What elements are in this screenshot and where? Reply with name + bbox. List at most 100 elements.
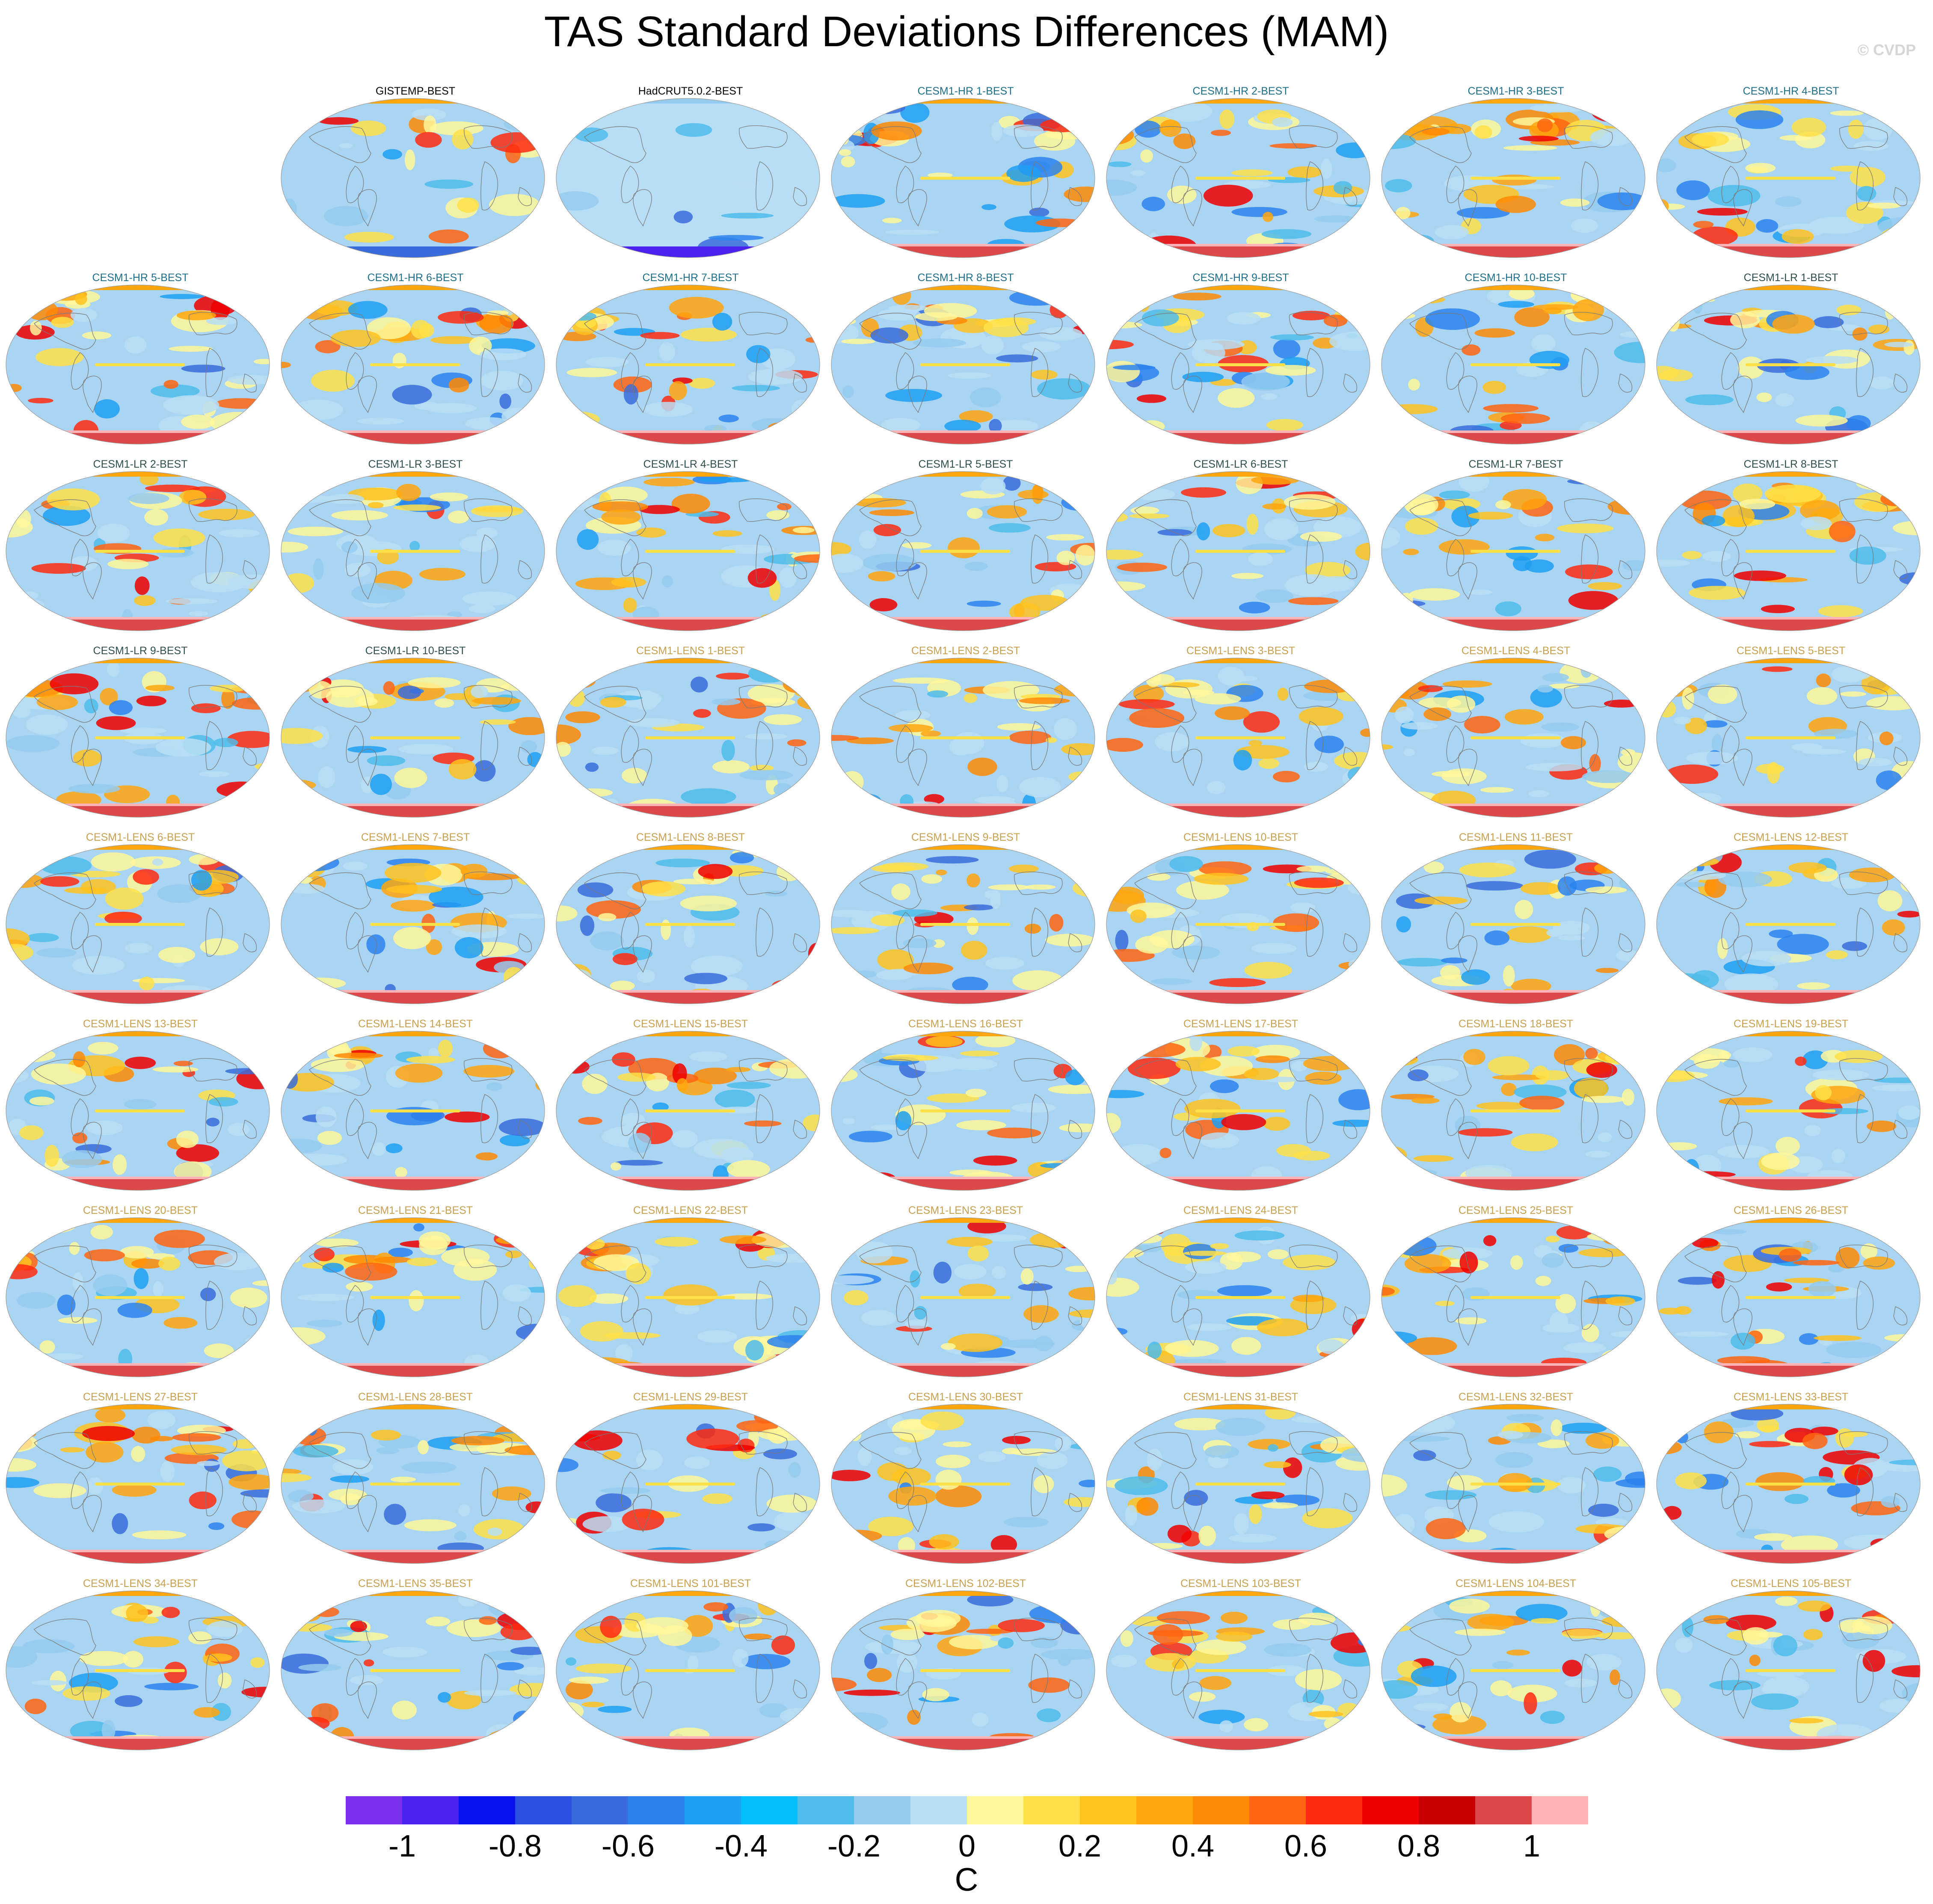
anomaly-patch	[1756, 392, 1772, 402]
anomaly-patch	[600, 697, 626, 708]
anomaly-patch	[188, 611, 208, 617]
colorbar-swatch	[1193, 1796, 1250, 1824]
coastline	[1031, 1467, 1048, 1516]
coastline	[908, 189, 927, 227]
map-panel: CESM1-LENS 35-BEST	[280, 1577, 551, 1757]
coastline	[756, 1094, 773, 1143]
anomaly-patch	[1426, 1518, 1466, 1539]
coastline	[518, 187, 532, 206]
coastline	[34, 686, 96, 723]
anomaly-patch	[510, 1683, 545, 1697]
anomaly-patch	[1041, 666, 1057, 673]
anomaly-patch	[62, 1150, 102, 1168]
anomaly-patch	[311, 1057, 365, 1072]
coastline	[189, 498, 237, 522]
anomaly-patch	[882, 217, 902, 223]
anomaly-patch	[1072, 678, 1087, 690]
coastline	[1618, 187, 1632, 206]
anomaly-patch	[204, 1343, 234, 1358]
map-panel: CESM1-LENS 27-BEST	[5, 1391, 276, 1570]
anomaly-patch	[1129, 708, 1184, 728]
coastline	[1564, 685, 1613, 709]
anomaly-patch	[623, 384, 638, 405]
anomaly-patch	[57, 1294, 76, 1315]
anomaly-patch	[324, 1628, 353, 1637]
anomaly-patch	[1830, 110, 1864, 116]
anomaly-patch	[568, 671, 588, 689]
anomaly-patch	[145, 484, 200, 492]
anomaly-patch	[708, 235, 764, 241]
anomaly-patch	[779, 567, 797, 588]
anomaly-patch	[1503, 965, 1515, 987]
map-background	[556, 98, 820, 258]
map-outline	[6, 1031, 270, 1191]
anomaly-patch	[1308, 1711, 1343, 1717]
coastline	[1856, 1467, 1874, 1516]
anomaly-patch	[1849, 867, 1896, 882]
anomaly-patch	[1717, 1145, 1770, 1159]
anomaly-patch	[1519, 1095, 1565, 1110]
anomaly-patch	[327, 1044, 352, 1061]
coastline	[83, 1122, 102, 1160]
anomaly-patch	[831, 1720, 868, 1741]
anomaly-patch	[1382, 1362, 1415, 1374]
anomaly-patch	[964, 693, 977, 703]
map-outline	[1381, 1590, 1645, 1750]
map-outline	[281, 1217, 545, 1377]
anomaly-patch	[1127, 1058, 1181, 1079]
anomaly-patch	[1828, 1264, 1844, 1272]
map-outline	[1106, 844, 1370, 1004]
southern-band	[831, 620, 1095, 631]
coastline	[1684, 1432, 1747, 1469]
anomaly-patch	[748, 368, 803, 385]
anomaly-patch	[228, 375, 270, 385]
coastline	[1564, 312, 1613, 335]
anomaly-patch	[747, 568, 777, 588]
anomaly-patch	[160, 1461, 175, 1482]
anomaly-patch	[1869, 376, 1894, 390]
anomaly-patch	[117, 1302, 152, 1318]
anomaly-patch	[1210, 1457, 1223, 1468]
colorbar-tick-label: -0.8	[488, 1829, 542, 1863]
anomaly-patch	[556, 1410, 607, 1425]
map-panel: CESM1-LENS 6-BEST	[5, 831, 276, 1011]
map-panel: CESM1-LENS 19-BEST	[1656, 1017, 1926, 1197]
map-panel: CESM1-LENS 25-BEST	[1381, 1204, 1651, 1384]
anomaly-patch	[1464, 716, 1500, 734]
anomaly-patch	[558, 1285, 597, 1307]
coastline	[1134, 126, 1197, 163]
anomaly-patch	[1883, 985, 1920, 1004]
anomaly-patch	[556, 1316, 571, 1327]
anomaly-patch	[1382, 1429, 1405, 1439]
anomaly-patch	[933, 1261, 952, 1284]
anomaly-patch	[1261, 393, 1278, 400]
map-panel: CESM1-LENS 31-BEST	[1106, 1391, 1376, 1570]
anomaly-patch	[1595, 968, 1619, 973]
anomaly-patch	[675, 1303, 700, 1314]
anomaly-patch	[1761, 1685, 1779, 1694]
coastline	[1068, 1120, 1082, 1139]
colorbar-swatch	[685, 1796, 741, 1824]
anomaly-patch	[1263, 1117, 1290, 1131]
anomaly-patch	[1675, 1331, 1728, 1337]
coastline	[633, 935, 652, 973]
panel-title: CESM1-LENS 11-BEST	[1459, 831, 1573, 843]
anomaly-patch	[1657, 366, 1679, 380]
anomaly-patch	[1414, 896, 1468, 905]
anomaly-patch	[222, 1450, 270, 1471]
coastline	[518, 1679, 532, 1699]
anomaly-patch	[408, 677, 461, 688]
anomaly-patch	[166, 598, 218, 605]
map-panel: CESM1-LENS 22-BEST	[555, 1204, 826, 1384]
anomaly-patch	[517, 615, 543, 629]
anomaly-patch	[171, 1444, 227, 1455]
anomaly-patch	[1591, 101, 1640, 123]
anomaly-patch	[565, 414, 585, 435]
anomaly-patch	[585, 762, 599, 772]
anomaly-patch	[1263, 1502, 1298, 1509]
coastline	[518, 374, 532, 393]
anomaly-patch	[680, 896, 737, 911]
anomaly-patch	[1804, 1125, 1821, 1136]
anomaly-patch	[652, 1102, 669, 1112]
anomaly-patch	[1461, 969, 1490, 985]
